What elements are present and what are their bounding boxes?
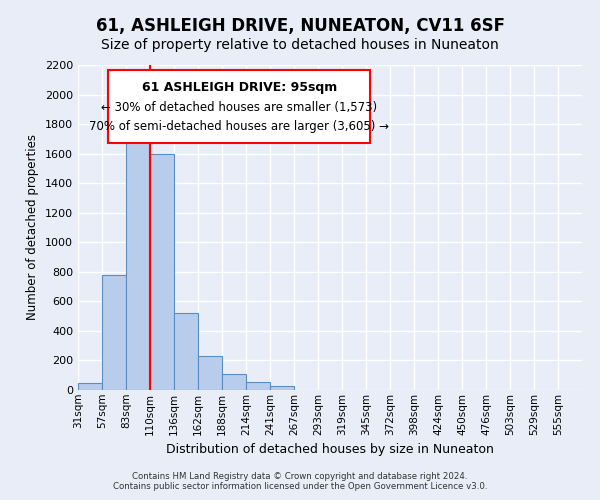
Bar — [270, 386, 294, 390]
Text: Contains HM Land Registry data © Crown copyright and database right 2024.: Contains HM Land Registry data © Crown c… — [132, 472, 468, 481]
Text: 61 ASHLEIGH DRIVE: 95sqm: 61 ASHLEIGH DRIVE: 95sqm — [142, 81, 337, 94]
Text: 61, ASHLEIGH DRIVE, NUNEATON, CV11 6SF: 61, ASHLEIGH DRIVE, NUNEATON, CV11 6SF — [95, 18, 505, 36]
Bar — [246, 382, 270, 390]
Text: Size of property relative to detached houses in Nuneaton: Size of property relative to detached ho… — [101, 38, 499, 52]
Bar — [174, 313, 198, 390]
Bar — [126, 121, 150, 390]
Bar — [222, 374, 246, 390]
Bar — [198, 356, 222, 390]
Text: ← 30% of detached houses are smaller (1,573): ← 30% of detached houses are smaller (1,… — [101, 101, 377, 114]
Y-axis label: Number of detached properties: Number of detached properties — [26, 134, 40, 320]
Bar — [150, 154, 174, 390]
Bar — [78, 382, 102, 390]
FancyBboxPatch shape — [108, 70, 370, 143]
Text: Contains public sector information licensed under the Open Government Licence v3: Contains public sector information licen… — [113, 482, 487, 491]
Bar — [102, 275, 126, 390]
Text: 70% of semi-detached houses are larger (3,605) →: 70% of semi-detached houses are larger (… — [89, 120, 389, 133]
X-axis label: Distribution of detached houses by size in Nuneaton: Distribution of detached houses by size … — [166, 443, 494, 456]
